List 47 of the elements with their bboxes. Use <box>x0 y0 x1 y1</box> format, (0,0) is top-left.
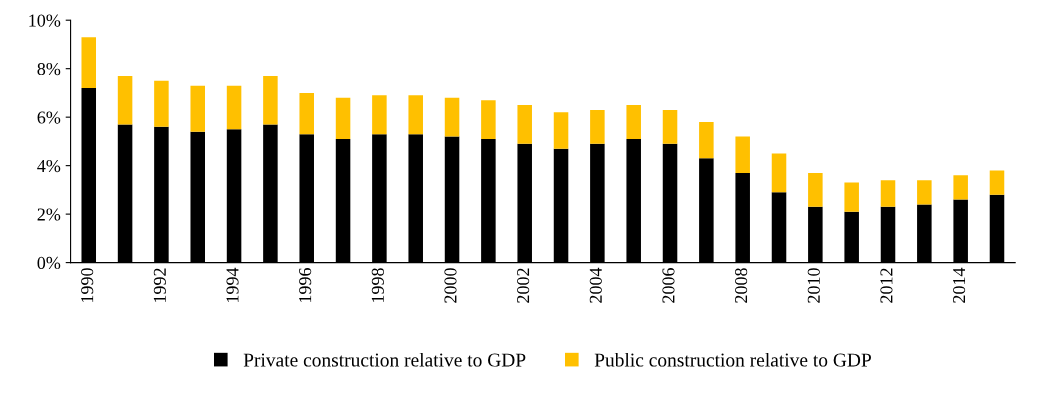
bar <box>917 180 932 205</box>
bar <box>880 180 896 207</box>
bar <box>299 92 314 135</box>
y-tick-label: 4% <box>37 159 61 173</box>
x-tick-label: 1998 <box>371 268 384 302</box>
bar <box>481 100 496 139</box>
bar <box>735 136 750 173</box>
bar <box>771 153 787 193</box>
bar <box>335 97 351 139</box>
x-tick-label: 1996 <box>299 268 312 302</box>
x-tick-label: 1990 <box>81 268 94 302</box>
x-tick-label: 2004 <box>589 267 602 303</box>
x-tick-label: 2000 <box>444 268 457 303</box>
bar <box>372 95 387 135</box>
bar <box>154 80 169 127</box>
bar <box>844 182 859 212</box>
y-tick-label: 8% <box>37 62 61 76</box>
x-tick-label: 2006 <box>662 268 675 303</box>
bar <box>263 75 278 125</box>
legend-label: Public construction relative to GDP <box>594 352 871 367</box>
bar <box>553 112 569 149</box>
bar <box>190 85 206 132</box>
y-tick-label: 10% <box>29 14 61 27</box>
x-tick-label: 2010 <box>807 268 820 303</box>
bar <box>590 109 605 144</box>
x-tick-label: 2002 <box>517 268 530 303</box>
bar <box>808 172 823 207</box>
y-tick-label: 6% <box>37 111 61 124</box>
bar <box>699 122 714 159</box>
bar <box>226 85 242 130</box>
x-tick-label: 1992 <box>153 268 166 302</box>
x-tick-label: 1994 <box>226 267 239 302</box>
bar <box>662 109 678 144</box>
bar <box>81 37 97 89</box>
legend-label: Private construction relative to GDP <box>243 352 526 367</box>
bar <box>408 95 423 135</box>
x-tick-label: 2008 <box>735 268 748 303</box>
bar <box>626 105 641 139</box>
y-tick-label: 2% <box>37 208 61 221</box>
bar <box>989 170 1005 195</box>
bar <box>117 75 133 125</box>
x-tick-label: 2014 <box>953 267 966 303</box>
bar <box>953 175 968 200</box>
bar <box>444 97 460 137</box>
y-tick-label: 0% <box>37 256 61 270</box>
bar <box>517 105 532 144</box>
x-tick-label: 2012 <box>880 268 893 303</box>
